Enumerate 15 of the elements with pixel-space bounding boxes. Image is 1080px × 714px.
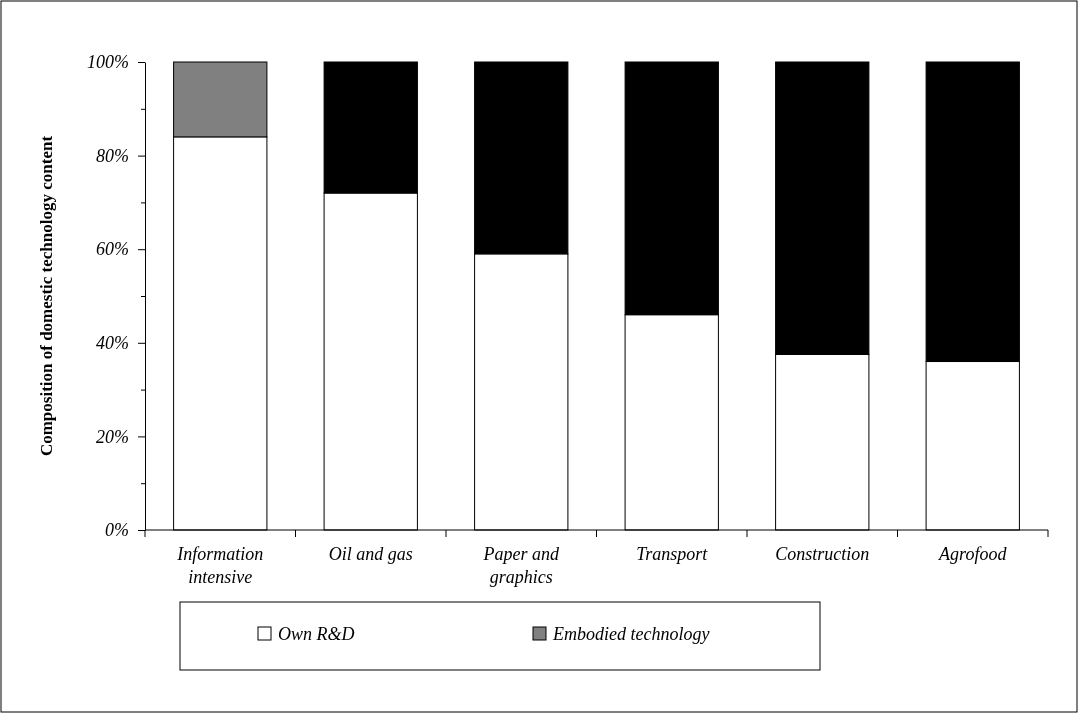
legend-label: Embodied technology [552, 624, 710, 644]
y-tick-label: 100% [87, 52, 129, 73]
y-tick-label: 0% [105, 520, 129, 541]
x-tick-label: Construction [775, 544, 870, 564]
y-tick-label: 20% [96, 426, 129, 447]
y-tick-label: 60% [96, 239, 129, 260]
legend-label: Own R&D [278, 624, 355, 644]
y-tick-label: 40% [96, 333, 129, 354]
x-tick-label: Transport [636, 544, 709, 564]
y-axis-title: Composition of domestic technology content [37, 135, 56, 457]
x-tick-label: Oil and gas [328, 544, 413, 564]
x-tick-label: Information intensive [176, 544, 264, 587]
x-tick-label: Paper and graphics [482, 544, 560, 587]
x-tick-label: Agrofood [938, 544, 1008, 564]
y-tick-label: 80% [96, 145, 129, 166]
